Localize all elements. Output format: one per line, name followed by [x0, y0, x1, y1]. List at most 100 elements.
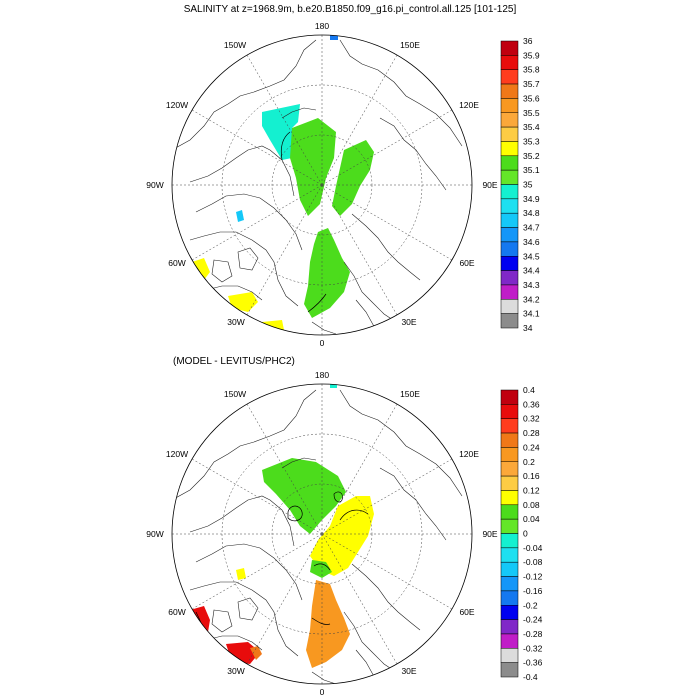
field-yellow-labrador [236, 568, 246, 580]
colorbar-tick-label: 0.24 [523, 442, 540, 452]
lon-label: 150E [400, 40, 420, 50]
colorbar-swatch [500, 490, 519, 506]
coastlines [172, 389, 463, 684]
field-cyan-small [236, 210, 244, 222]
colorbar-swatch [500, 126, 519, 142]
colorbar-swatch [500, 55, 519, 70]
lon-label: 90E [482, 180, 497, 190]
colorbar-swatch [500, 227, 519, 243]
polar-map: 180 150E 120E 90E 60E 30E 0 30W 60W 90W … [146, 21, 498, 348]
lon-label: 60E [459, 607, 474, 617]
colorbar-swatch [500, 389, 519, 405]
colorbar-tick-label: -0.12 [523, 572, 543, 582]
colorbar-swatch [500, 241, 519, 257]
lon-label: 90W [146, 180, 163, 190]
colorbar-swatch [500, 198, 519, 214]
data-field [192, 35, 374, 332]
field-green-canada-basin [290, 118, 336, 216]
colorbar-tick-label: 35.7 [523, 79, 540, 89]
colorbar-tick-label: 35.3 [523, 136, 540, 146]
colorbar-tick-label: 35.6 [523, 93, 540, 103]
lon-label: 30E [401, 666, 416, 676]
field-cyan-top [330, 384, 337, 388]
colorbar-tick-label: 34.1 [523, 309, 540, 319]
colorbar-swatch [500, 313, 519, 329]
field-yellow-eurasian-basin [310, 496, 374, 576]
colorbar-swatch [500, 83, 519, 99]
lon-label: 180 [315, 370, 329, 380]
colorbar-swatch [500, 605, 519, 620]
field-blue-top [330, 35, 338, 40]
field-green-strip [310, 560, 332, 578]
colorbar-swatch [500, 648, 519, 663]
lon-label: 0 [320, 687, 325, 697]
colorbar-swatch [500, 256, 519, 271]
lon-label: 0 [320, 338, 325, 348]
panel-title: (MODEL - LEVITUS/PHC2) [173, 356, 295, 367]
lon-label: 60E [459, 258, 474, 268]
colorbar-swatch [500, 112, 519, 128]
colorbar-tick-label: 0 [523, 529, 528, 539]
colorbar-swatch [500, 69, 519, 85]
field-green-nordic-seas [304, 228, 350, 318]
colorbar-swatch [500, 518, 519, 534]
field-yellow-atlantic-south [262, 320, 284, 332]
lon-label: 90E [482, 529, 497, 539]
colorbar-swatch [500, 98, 519, 114]
panel-title: SALINITY at z=1968.9m, b.e20.B1850.f09_g… [184, 4, 517, 15]
colorbar-swatch [500, 447, 519, 462]
lon-label: 150W [224, 389, 246, 399]
longitude-labels: 180 150E 120E 90E 60E 30E 0 30W 60W 90W … [146, 21, 498, 348]
colorbar-swatch [500, 590, 519, 606]
colorbar-tick-label: -0.4 [523, 672, 538, 682]
colorbar-swatch [500, 284, 519, 300]
lon-label: 120E [459, 449, 479, 459]
colorbar-tick-label: 34.6 [523, 237, 540, 247]
coastlines [172, 39, 463, 335]
lon-label: 60W [168, 607, 185, 617]
difference-panel: (MODEL - LEVITUS/PHC2) [146, 356, 542, 697]
colorbar-tick-label: 35.8 [523, 65, 540, 75]
polar-map: 180 150E 120E 90E 60E 30E 0 30W 60W 90W … [146, 370, 498, 697]
lon-label: 30W [227, 666, 244, 676]
colorbar-tick-label: 35.9 [523, 50, 540, 60]
colorbar-swatch [500, 299, 519, 314]
colorbar-tick-label: 0.16 [523, 471, 540, 481]
colorbar: 0.4 0.36 0.32 0.28 0.24 0.2 0.16 0.12 0.08 0.04 0 -… [500, 385, 543, 682]
lon-label: 30W [227, 317, 244, 327]
colorbar-swatch [500, 576, 519, 592]
colorbar-tick-label: -0.04 [523, 543, 543, 553]
lat-lon-grid [172, 35, 472, 335]
lon-label: 90W [146, 529, 163, 539]
map-rim [171, 383, 473, 685]
colorbar-tick-label: 0.12 [523, 485, 540, 495]
lat-lon-grid [172, 384, 472, 684]
colorbar-tick-label: -0.08 [523, 557, 543, 567]
colorbar-tick-label: 34.7 [523, 223, 540, 233]
colorbar-tick-label: -0.2 [523, 600, 538, 610]
lon-label: 150W [224, 40, 246, 50]
field-yellow-atlantic [228, 292, 258, 312]
colorbar-tick-label: 34 [523, 323, 533, 333]
colorbar-tick-label: 34.2 [523, 294, 540, 304]
colorbar-swatch [500, 141, 519, 157]
field-orange-nordic-seas [306, 580, 350, 668]
colorbar-swatch [500, 404, 519, 419]
colorbar-swatch [500, 533, 519, 549]
colorbar-swatch [500, 155, 519, 171]
lon-label: 150E [400, 389, 420, 399]
colorbar-tick-label: -0.36 [523, 658, 543, 668]
colorbar-tick-label: 0.36 [523, 399, 540, 409]
colorbar-tick-label: 35.2 [523, 151, 540, 161]
colorbar-tick-label: 35.4 [523, 122, 540, 132]
colorbar-tick-label: -0.32 [523, 643, 543, 653]
field-green-eurasian-basin [332, 140, 374, 216]
colorbar-swatch [500, 547, 519, 563]
colorbar-swatch [500, 169, 519, 185]
colorbar-tick-label: 0.2 [523, 457, 535, 467]
colorbar-swatch [500, 475, 519, 491]
field-green-canada-basin [262, 458, 346, 534]
colorbar-tick-label: 35 [523, 180, 533, 190]
colorbar-tick-label: 34.4 [523, 266, 540, 276]
data-field [190, 384, 374, 668]
